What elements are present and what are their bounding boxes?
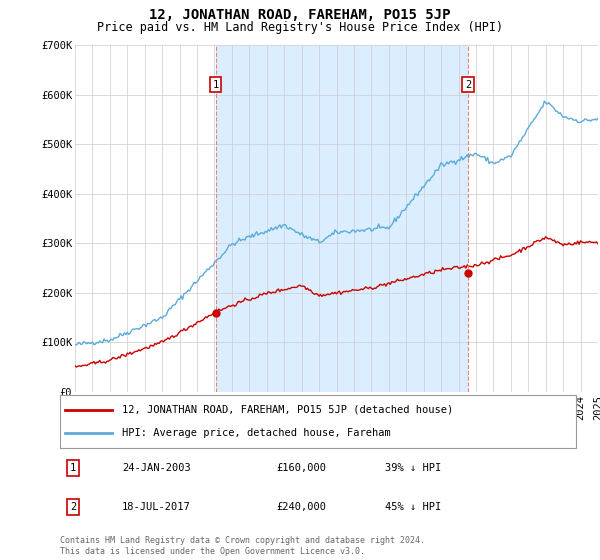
- Bar: [215, 45, 468, 392]
- Text: 2: 2: [70, 502, 76, 512]
- Text: £240,000: £240,000: [277, 502, 327, 512]
- Text: 1: 1: [70, 463, 76, 473]
- Text: Price paid vs. HM Land Registry's House Price Index (HPI): Price paid vs. HM Land Registry's House …: [97, 21, 503, 34]
- Text: 24-JAN-2003: 24-JAN-2003: [122, 463, 191, 473]
- Text: 2: 2: [465, 80, 471, 90]
- Text: £160,000: £160,000: [277, 463, 327, 473]
- Text: 1: 1: [212, 80, 219, 90]
- Text: 12, JONATHAN ROAD, FAREHAM, PO15 5JP (detached house): 12, JONATHAN ROAD, FAREHAM, PO15 5JP (de…: [122, 405, 453, 415]
- Text: 45% ↓ HPI: 45% ↓ HPI: [385, 502, 442, 512]
- Text: 12, JONATHAN ROAD, FAREHAM, PO15 5JP: 12, JONATHAN ROAD, FAREHAM, PO15 5JP: [149, 8, 451, 22]
- Text: Contains HM Land Registry data © Crown copyright and database right 2024.
This d: Contains HM Land Registry data © Crown c…: [60, 536, 425, 556]
- Text: 18-JUL-2017: 18-JUL-2017: [122, 502, 191, 512]
- Text: HPI: Average price, detached house, Fareham: HPI: Average price, detached house, Fare…: [122, 428, 391, 438]
- Text: 39% ↓ HPI: 39% ↓ HPI: [385, 463, 442, 473]
